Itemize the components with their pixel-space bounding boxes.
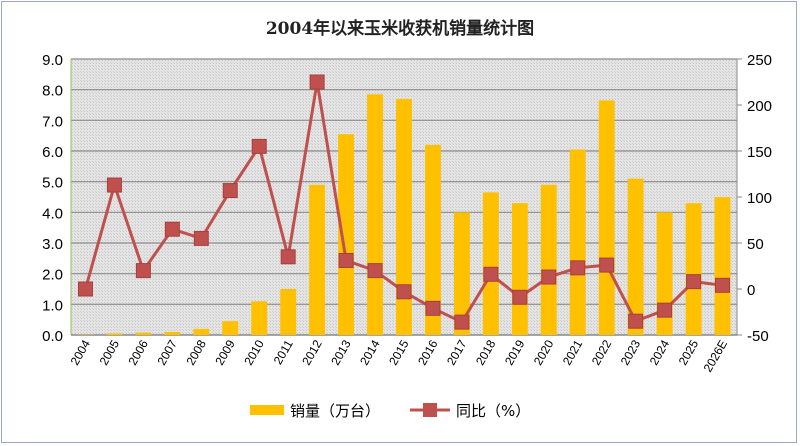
x-tick-label: 2006 — [126, 337, 152, 367]
line-marker — [338, 252, 354, 268]
x-tick-label: 2004 — [68, 337, 94, 367]
bar — [280, 289, 297, 335]
x-tick-label: 2011 — [271, 337, 296, 367]
right-tick-label: 200 — [747, 98, 772, 115]
line-marker — [541, 269, 557, 285]
legend-marker — [423, 403, 437, 417]
x-tick-label: 2019 — [502, 337, 528, 367]
x-tick-label: 2023 — [618, 337, 644, 367]
x-tick-label: 2021 — [560, 337, 586, 367]
x-tick-label: 2010 — [241, 337, 267, 367]
legend-swatch-bar — [250, 405, 284, 415]
bar — [569, 149, 586, 335]
legend: 销量（万台） 同比（%） — [250, 402, 530, 420]
x-tick-label: 2016 — [415, 337, 441, 367]
bar — [367, 94, 384, 336]
x-tick-label: 2020 — [531, 337, 557, 367]
bar — [309, 184, 326, 335]
right-tick-label: 50 — [747, 236, 764, 253]
left-tick-label: 3.0 — [42, 236, 63, 253]
right-tick-label: 0 — [747, 282, 755, 299]
line-marker — [454, 314, 470, 330]
line-marker — [396, 284, 412, 300]
bar — [135, 332, 152, 335]
left-tick-label: 5.0 — [42, 175, 63, 192]
line-marker — [222, 183, 238, 199]
line-marker — [715, 277, 731, 293]
chart-title: 2004年以来玉米收获机销量统计图 — [265, 19, 535, 39]
bar — [251, 301, 268, 335]
x-tick-label: 2014 — [357, 337, 383, 367]
bar — [453, 212, 470, 335]
bar — [627, 178, 644, 335]
left-tick-label: 2.0 — [42, 267, 63, 284]
bar — [193, 328, 210, 335]
line-marker — [106, 177, 122, 193]
line-marker — [512, 289, 528, 305]
x-tick-label: 2009 — [212, 337, 238, 367]
left-tick-label: 8.0 — [42, 83, 63, 100]
bar — [714, 197, 731, 335]
x-tick-label: 2022 — [589, 337, 615, 367]
left-tick-label: 7.0 — [42, 113, 63, 130]
x-tick-label: 2012 — [299, 337, 325, 367]
line-marker — [367, 263, 383, 279]
bar — [424, 144, 441, 335]
left-tick-label: 4.0 — [42, 205, 63, 222]
bar — [540, 184, 557, 335]
right-tick-label: -50 — [747, 328, 769, 345]
left-tick-label: 0.0 — [42, 328, 63, 345]
x-tick-label: 2013 — [328, 337, 354, 367]
bar — [106, 333, 123, 335]
line-marker — [77, 281, 93, 297]
x-tick-label: 2007 — [154, 337, 180, 367]
bar — [685, 203, 702, 335]
bar — [482, 192, 499, 335]
x-tick-label: 2018 — [473, 337, 499, 367]
line-marker — [193, 230, 209, 246]
bar — [511, 203, 528, 335]
line-marker — [135, 263, 151, 279]
bar — [164, 331, 181, 335]
bar — [396, 98, 412, 335]
left-tick-label: 9.0 — [42, 52, 63, 69]
right-tick-label: 250 — [747, 52, 772, 69]
line-marker — [628, 313, 644, 329]
x-tick-label: 2024 — [647, 337, 673, 367]
x-tick-label: 2008 — [183, 337, 209, 367]
bar — [338, 134, 355, 335]
line-marker — [251, 138, 267, 154]
x-tick-label: 2017 — [444, 337, 470, 367]
line-marker — [425, 300, 441, 316]
legend-label: 同比（%） — [456, 402, 530, 420]
line-marker — [599, 257, 615, 273]
left-tick-label: 6.0 — [42, 144, 63, 161]
legend-label: 销量（万台） — [290, 402, 380, 420]
x-tick-label: 2025 — [676, 337, 702, 367]
line-marker — [686, 274, 702, 290]
line-marker — [483, 266, 499, 282]
line-marker — [280, 249, 296, 265]
right-tick-label: 100 — [747, 190, 772, 207]
line-marker — [657, 302, 673, 318]
x-tick-label: 2015 — [386, 337, 412, 367]
line-marker — [164, 221, 180, 237]
x-tick-label: 2005 — [97, 337, 123, 367]
line-marker — [570, 260, 586, 276]
line-marker — [309, 74, 325, 90]
left-tick-label: 1.0 — [42, 297, 63, 314]
x-tick-label: 2026E — [701, 338, 730, 375]
bar — [598, 100, 615, 336]
right-tick-label: 150 — [747, 144, 772, 161]
bar — [222, 321, 239, 335]
